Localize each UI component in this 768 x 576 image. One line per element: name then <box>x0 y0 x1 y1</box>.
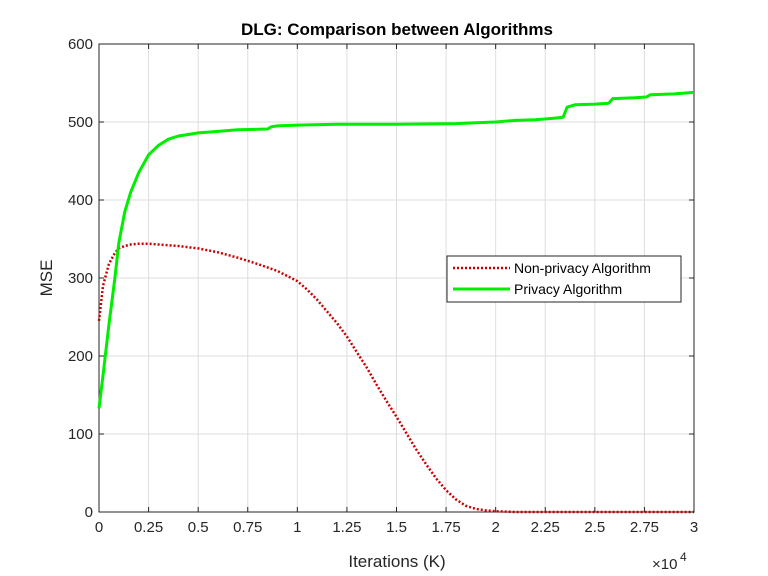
x-tick-label: 1.5 <box>386 519 407 536</box>
x-tick-label: 1 <box>293 519 301 536</box>
legend: Non-privacy Algorithm Privacy Algorithm <box>446 255 682 303</box>
x-tick-label: 2.5 <box>584 519 605 536</box>
y-tick-label: 600 <box>68 36 93 53</box>
legend-label-privacy: Privacy Algorithm <box>514 281 622 297</box>
series-line-non-privacy <box>97 242 694 514</box>
series-line-privacy <box>97 90 695 409</box>
x-tick-label: 2 <box>491 519 499 536</box>
x-axis-exponent-power: 4 <box>680 550 687 564</box>
x-tick-label: 1.25 <box>332 519 361 536</box>
y-tick-label: 0 <box>85 504 93 521</box>
x-tick-label: 3 <box>690 519 698 536</box>
x-tick-label: 0.75 <box>233 519 262 536</box>
x-tick-label: 2.75 <box>630 519 659 536</box>
x-tick-label: 0.5 <box>188 519 209 536</box>
y-tick-label: 400 <box>68 192 93 209</box>
y-tick-label: 500 <box>68 114 93 131</box>
x-tick-label: 0.25 <box>134 519 163 536</box>
x-axis-label: Iterations (K) <box>348 552 445 571</box>
y-tick-label: 100 <box>68 426 93 443</box>
legend-label-non-privacy: Non-privacy Algorithm <box>514 260 651 276</box>
x-tick-label: 1.75 <box>431 519 460 536</box>
y-tick-label: 300 <box>68 270 93 287</box>
chart-title: DLG: Comparison between Algorithms <box>241 20 553 39</box>
y-tick-label: 200 <box>68 348 93 365</box>
y-axis-label: MSE <box>37 260 56 297</box>
series-layer <box>97 90 695 514</box>
y-axis-ticks: 0 100 200 300 400 500 600 <box>68 36 694 521</box>
x-tick-label: 0 <box>95 519 103 536</box>
legend-box <box>446 255 682 303</box>
x-axis-exponent-base: ×10 <box>652 556 677 573</box>
x-tick-label: 2.25 <box>531 519 560 536</box>
x-axis-ticks: 0 0.25 0.5 0.75 1 1.25 1.5 1.75 2 2.25 2.5 2.75 3 <box>95 44 698 536</box>
